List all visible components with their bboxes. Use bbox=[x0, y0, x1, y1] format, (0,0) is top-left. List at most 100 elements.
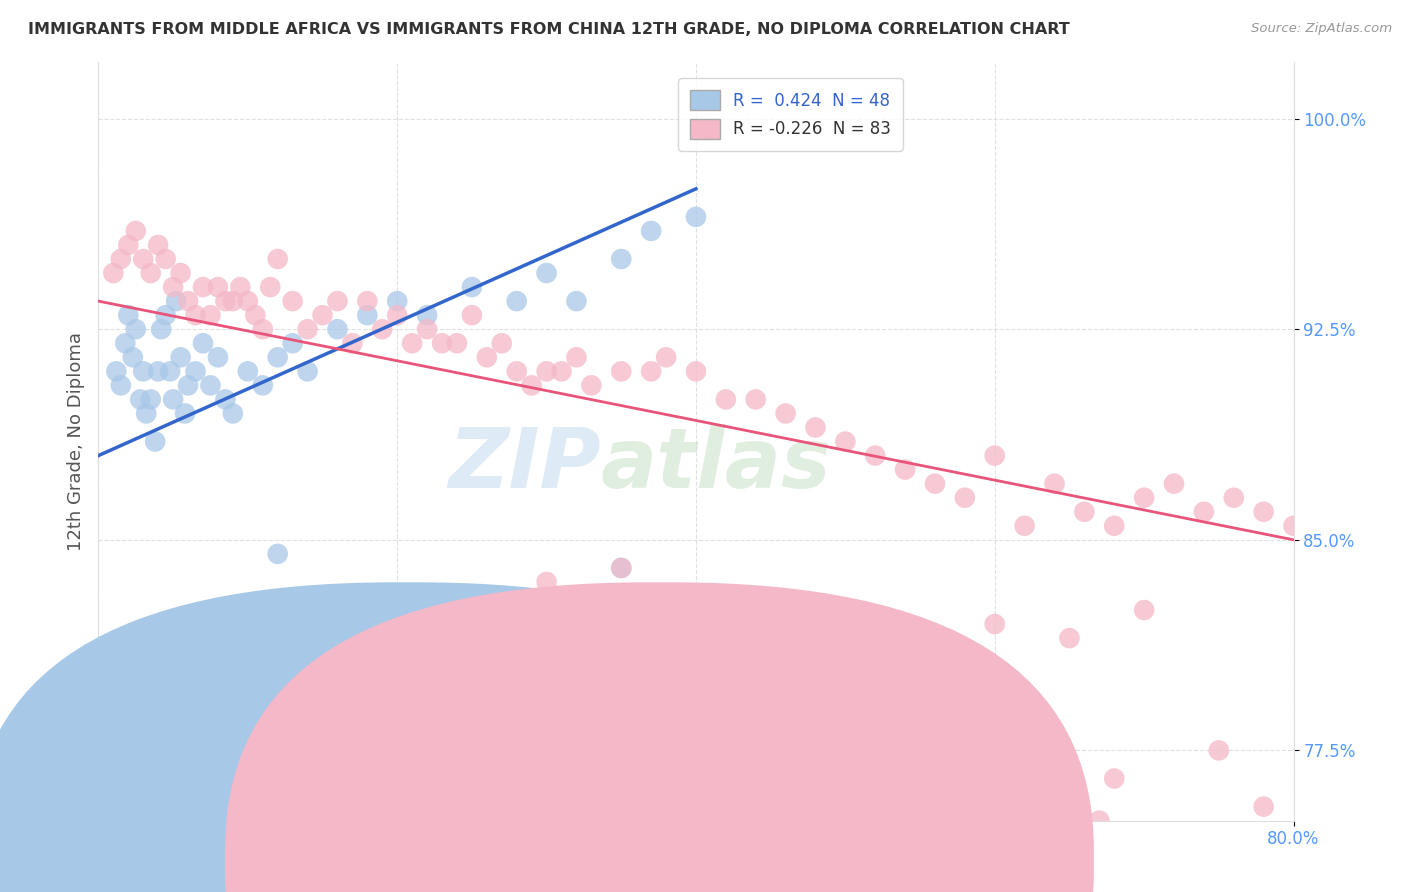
Point bbox=[311, 308, 333, 322]
Point bbox=[121, 351, 143, 365]
Point bbox=[984, 449, 1007, 463]
Point bbox=[894, 462, 917, 476]
Point bbox=[326, 322, 349, 336]
Point bbox=[924, 476, 946, 491]
Point bbox=[267, 351, 290, 365]
Point bbox=[416, 322, 439, 336]
Point bbox=[252, 322, 274, 336]
Point bbox=[214, 294, 236, 309]
Text: Source: ZipAtlas.com: Source: ZipAtlas.com bbox=[1251, 22, 1392, 36]
Point bbox=[162, 280, 184, 294]
Point bbox=[159, 364, 181, 378]
Point bbox=[150, 322, 173, 336]
Point bbox=[356, 294, 378, 309]
Point bbox=[520, 378, 543, 392]
Point bbox=[207, 280, 229, 294]
Point bbox=[184, 308, 207, 322]
Point bbox=[281, 294, 304, 309]
Point bbox=[1208, 743, 1230, 757]
Point bbox=[581, 378, 603, 392]
Point bbox=[117, 238, 139, 252]
Point bbox=[804, 420, 827, 434]
Point bbox=[200, 308, 222, 322]
Point bbox=[610, 364, 633, 378]
Point bbox=[1014, 786, 1036, 800]
Point bbox=[229, 280, 252, 294]
Point bbox=[1192, 505, 1215, 519]
Point bbox=[610, 561, 633, 575]
Point bbox=[908, 828, 931, 842]
Point bbox=[1253, 505, 1275, 519]
Point bbox=[640, 224, 662, 238]
Point bbox=[139, 392, 162, 407]
Point bbox=[430, 336, 453, 351]
Point bbox=[506, 364, 529, 378]
Point bbox=[162, 392, 184, 407]
Point bbox=[342, 336, 364, 351]
Point bbox=[1014, 518, 1036, 533]
Point bbox=[207, 351, 229, 365]
Point bbox=[169, 351, 191, 365]
Point bbox=[148, 238, 170, 252]
Text: atlas: atlas bbox=[600, 424, 831, 505]
Point bbox=[491, 336, 513, 351]
Point bbox=[834, 434, 856, 449]
Point bbox=[326, 294, 349, 309]
Point bbox=[550, 364, 572, 378]
Point bbox=[416, 308, 439, 322]
Point bbox=[174, 407, 197, 421]
Point bbox=[267, 547, 290, 561]
Text: IMMIGRANTS FROM MIDDLE AFRICA VS IMMIGRANTS FROM CHINA 12TH GRADE, NO DIPLOMA CO: IMMIGRANTS FROM MIDDLE AFRICA VS IMMIGRA… bbox=[28, 22, 1070, 37]
Point bbox=[110, 252, 132, 266]
Point bbox=[267, 252, 290, 266]
Text: Immigrants from China: Immigrants from China bbox=[686, 859, 863, 873]
Point bbox=[222, 407, 245, 421]
Point bbox=[143, 434, 166, 449]
Point bbox=[132, 364, 155, 378]
Point bbox=[259, 280, 281, 294]
Point bbox=[135, 407, 157, 421]
Point bbox=[908, 659, 931, 673]
Point bbox=[775, 407, 797, 421]
Point bbox=[536, 574, 558, 589]
Point bbox=[745, 392, 768, 407]
Point bbox=[177, 294, 200, 309]
Point bbox=[865, 449, 887, 463]
Point bbox=[385, 294, 409, 309]
Point bbox=[200, 378, 222, 392]
Point bbox=[536, 364, 558, 378]
Point bbox=[610, 561, 633, 575]
Point bbox=[685, 364, 707, 378]
Legend: R =  0.424  N = 48, R = -0.226  N = 83: R = 0.424 N = 48, R = -0.226 N = 83 bbox=[678, 78, 903, 151]
Point bbox=[110, 378, 132, 392]
Point bbox=[177, 378, 200, 392]
Point bbox=[1059, 631, 1081, 645]
Point bbox=[1133, 491, 1156, 505]
Point bbox=[207, 617, 229, 632]
Point bbox=[953, 491, 976, 505]
Point bbox=[685, 210, 707, 224]
Point bbox=[236, 294, 259, 309]
Point bbox=[461, 280, 484, 294]
Point bbox=[640, 364, 662, 378]
Point bbox=[1253, 799, 1275, 814]
Point bbox=[536, 266, 558, 280]
Point bbox=[1282, 518, 1305, 533]
Point bbox=[1043, 476, 1066, 491]
Point bbox=[222, 294, 245, 309]
Point bbox=[155, 308, 177, 322]
Point bbox=[297, 322, 319, 336]
Point bbox=[125, 322, 148, 336]
Point bbox=[114, 336, 136, 351]
Point bbox=[191, 336, 214, 351]
Point bbox=[169, 266, 191, 280]
Point bbox=[475, 351, 498, 365]
Point bbox=[1104, 772, 1126, 786]
Point bbox=[356, 308, 378, 322]
Point bbox=[565, 351, 588, 365]
Point bbox=[1163, 476, 1185, 491]
Point bbox=[281, 336, 304, 351]
Point bbox=[506, 294, 529, 309]
Point bbox=[252, 378, 274, 392]
Point bbox=[610, 252, 633, 266]
